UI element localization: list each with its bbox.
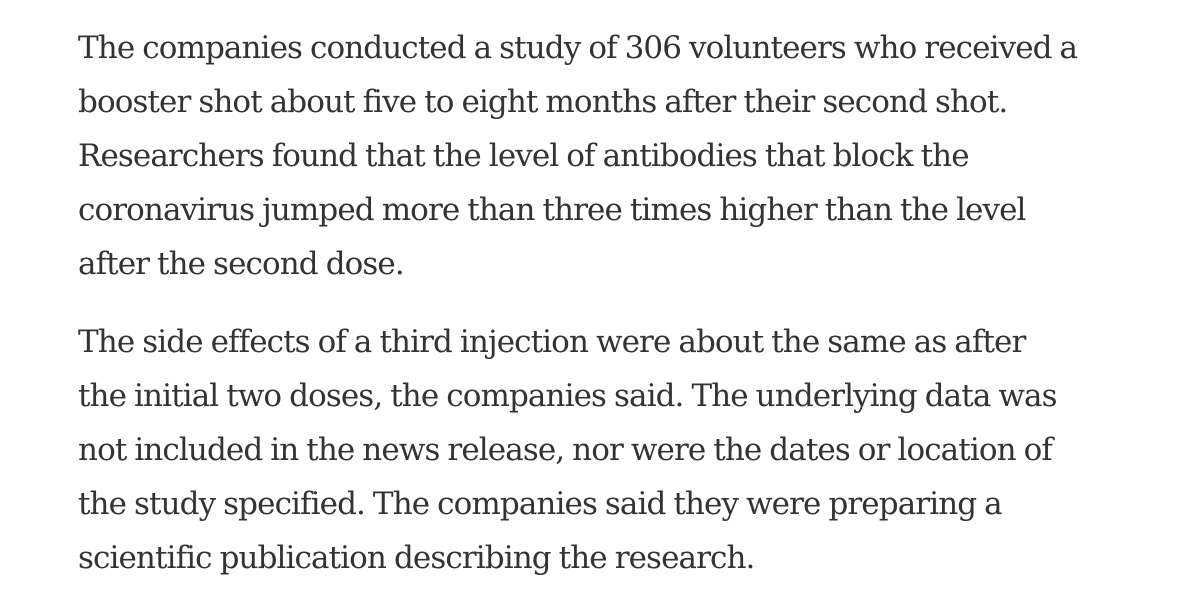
text-line: The companies conducted a study of 306 v… bbox=[78, 30, 1078, 66]
article-paragraph-2: The side effects of a third injection we… bbox=[78, 315, 1188, 585]
text-line: after the second dose. bbox=[78, 246, 405, 282]
text-line: coronavirus jumped more than three times… bbox=[78, 192, 1026, 228]
article-body: The companies conducted a study of 306 v… bbox=[78, 21, 1188, 585]
text-line: the study specified. The companies said … bbox=[78, 486, 1003, 522]
text-line: booster shot about five to eight months … bbox=[78, 84, 1008, 120]
text-line: scientific publication describing the re… bbox=[78, 540, 755, 576]
text-line: The side effects of a third injection we… bbox=[78, 324, 1026, 360]
article-paragraph-1: The companies conducted a study of 306 v… bbox=[78, 21, 1188, 291]
text-line: not included in the news release, nor we… bbox=[78, 432, 1053, 468]
text-line: the initial two doses, the companies sai… bbox=[78, 378, 1057, 414]
text-line: Researchers found that the level of anti… bbox=[78, 138, 970, 174]
